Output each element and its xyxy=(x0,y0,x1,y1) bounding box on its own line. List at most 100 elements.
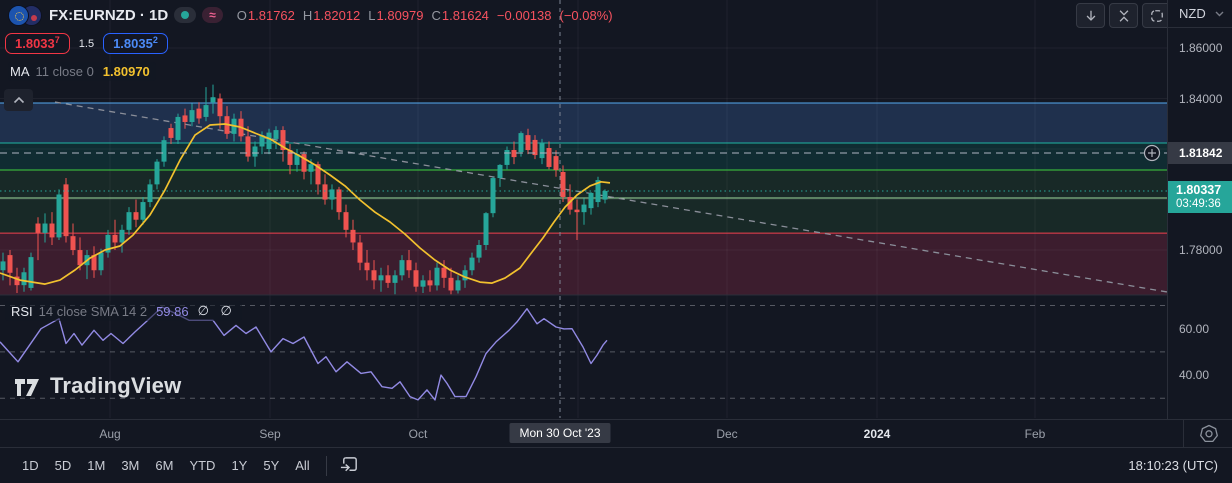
market-status-toggle[interactable] xyxy=(174,7,197,23)
time-axis-settings-button[interactable] xyxy=(1199,424,1219,449)
buy-button[interactable]: 1.80352 xyxy=(103,33,168,54)
rsi-value: 59.86 xyxy=(156,303,189,319)
crosshair-date-label: Mon 30 Oct '23 xyxy=(509,423,611,443)
close-label: C xyxy=(431,7,441,23)
candle-down xyxy=(567,197,573,210)
wave-icon: ≈ xyxy=(209,8,216,22)
range-button-5d[interactable]: 5D xyxy=(54,458,72,473)
candle-down xyxy=(448,277,454,291)
candle-down xyxy=(546,148,552,167)
candle-up xyxy=(476,244,482,258)
ohlc-readout: O 1.81762 H 1.82012 L 1.80979 C 1.81624 −0.0… xyxy=(237,8,613,23)
candle-up xyxy=(602,191,608,200)
range-button-6m[interactable]: 6M xyxy=(155,458,174,473)
candle-down xyxy=(245,136,251,157)
sell-button[interactable]: 1.80337 xyxy=(5,33,70,54)
candle-down xyxy=(357,242,363,263)
candle-up xyxy=(203,105,209,117)
price-zone-band xyxy=(0,233,1167,295)
candle-down xyxy=(441,267,447,278)
rsi-indicator-legend[interactable]: RSI 14 close SMA 14 2 59.86 ∅ ∅ xyxy=(5,301,242,321)
change-value: −0.00138 xyxy=(496,7,552,23)
market-open-dot-icon xyxy=(181,11,190,19)
price-axis[interactable]: NZD 1.86000 1.84000 1.78000 1.81842 1.8033… xyxy=(1167,0,1232,419)
go-to-date-button[interactable] xyxy=(339,455,360,476)
candle-down xyxy=(574,209,580,213)
candle-down xyxy=(280,130,286,151)
collapse-pane-button[interactable] xyxy=(1109,3,1138,28)
candle-up xyxy=(98,252,104,271)
candle-up xyxy=(42,223,48,233)
price-axis-label: 1.86000 xyxy=(1179,40,1223,55)
candle-up xyxy=(581,204,587,213)
range-button-ytd[interactable]: YTD xyxy=(189,458,216,473)
range-button-1m[interactable]: 1M xyxy=(87,458,106,473)
candle-up xyxy=(140,202,146,220)
candle-up xyxy=(21,272,27,286)
candle-up xyxy=(329,189,335,200)
candle-down xyxy=(196,108,202,119)
candle-down xyxy=(371,270,377,281)
symbol-row: FX:EURNZD · 1D ≈ O 1.81762 H 1.82012 L 1.80… xyxy=(8,4,613,26)
rsi-axis-label: 40.00 xyxy=(1179,368,1210,383)
candle-up xyxy=(420,280,426,287)
candle-up xyxy=(469,257,475,271)
candle-up xyxy=(252,146,258,157)
candle-down xyxy=(315,164,321,185)
range-button-1d[interactable]: 1D xyxy=(22,458,39,473)
candle-down xyxy=(343,212,349,230)
candle-down xyxy=(406,260,412,271)
candle-up xyxy=(539,142,545,159)
high-label: H xyxy=(302,7,313,23)
candle-down xyxy=(49,223,55,238)
range-button-all[interactable]: All xyxy=(295,458,310,473)
candle-down xyxy=(35,223,41,233)
pane-controls xyxy=(1076,3,1171,28)
change-percent: (−0.08%) xyxy=(559,7,613,23)
range-button-3m[interactable]: 3M xyxy=(121,458,140,473)
candle-down xyxy=(7,255,13,273)
candle-up xyxy=(595,180,601,203)
symbol-title[interactable]: FX:EURNZD · 1D xyxy=(49,6,169,24)
collapse-arrows-icon xyxy=(1119,9,1128,22)
time-axis[interactable]: Aug Sep Oct Dec 2024 Feb Mon 30 Oct '23 xyxy=(0,419,1232,449)
bar-countdown-text: 03:49:36 xyxy=(1176,198,1221,211)
eu-flag-icon xyxy=(8,5,29,26)
maximize-pane-button[interactable] xyxy=(1142,3,1171,28)
time-axis-label: 2024 xyxy=(863,427,891,441)
candle-up xyxy=(56,194,62,238)
ma-indicator-legend[interactable]: MA 11 close 0 1.80970 xyxy=(8,62,156,81)
range-button-1y[interactable]: 1Y xyxy=(231,458,248,473)
legend-collapse-button[interactable] xyxy=(4,89,33,111)
candle-up xyxy=(147,184,153,203)
range-button-5y[interactable]: 5Y xyxy=(263,458,280,473)
candle-down xyxy=(14,276,20,286)
bottom-toolbar: 1D 5D 1M 3M 6M YTD 1Y 5Y All 18:10:23 (UTC) xyxy=(0,447,1232,483)
time-axis-label: Aug xyxy=(99,427,121,441)
spread-value: 1.5 xyxy=(78,37,95,50)
candle-down xyxy=(385,275,391,283)
candle-down xyxy=(301,154,307,172)
spread-toggle[interactable]: ≈ xyxy=(202,7,223,23)
clock-utc[interactable]: 18:10:23 (UTC) xyxy=(1128,458,1218,473)
candle-down xyxy=(182,115,188,122)
gear-icon xyxy=(1200,424,1218,443)
ma-value: 1.80970 xyxy=(102,64,150,79)
candle-down xyxy=(553,156,559,170)
scroll-to-realtime-button[interactable] xyxy=(1076,3,1105,28)
ma-params: 11 close 0 xyxy=(35,64,94,79)
watermark-text: TradingView xyxy=(50,373,182,398)
candle-up xyxy=(154,161,160,185)
candle-up xyxy=(259,135,265,147)
candle-down xyxy=(112,234,118,243)
candle-up xyxy=(588,192,594,209)
candle-up xyxy=(308,164,314,172)
candle-down xyxy=(532,139,538,156)
candle-down xyxy=(322,184,328,200)
rsi-params: 14 close SMA 14 2 xyxy=(38,303,148,319)
chevron-down-icon xyxy=(1215,11,1224,16)
candle-up xyxy=(490,178,496,214)
currency-dropdown[interactable]: NZD xyxy=(1168,0,1232,28)
